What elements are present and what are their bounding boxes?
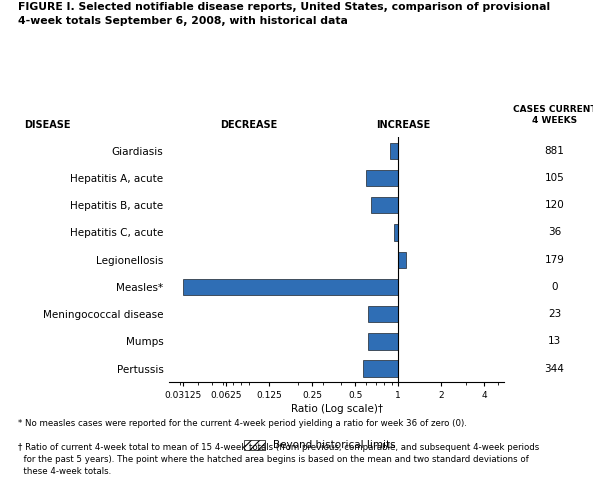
Text: INCREASE: INCREASE [376, 120, 431, 130]
Bar [366, 170, 398, 186]
Text: 120: 120 [544, 200, 565, 210]
Bar [368, 306, 398, 322]
Bar [394, 224, 398, 241]
Text: 105: 105 [544, 173, 565, 183]
Text: 179: 179 [544, 255, 565, 265]
X-axis label: Ratio (Log scale)†: Ratio (Log scale)† [291, 404, 382, 415]
Bar [371, 197, 398, 214]
Text: 13: 13 [548, 336, 561, 346]
Text: † Ratio of current 4-week total to mean of 15 4-week totals (from previous, comp: † Ratio of current 4-week total to mean … [18, 443, 539, 476]
Bar [364, 361, 398, 377]
Text: DECREASE: DECREASE [221, 120, 278, 130]
Bar [398, 251, 406, 268]
Legend: Beyond historical limits: Beyond historical limits [244, 440, 396, 450]
Text: 881: 881 [544, 146, 565, 156]
Bar [183, 279, 398, 295]
Text: 344: 344 [544, 364, 565, 373]
Text: 23: 23 [548, 309, 561, 319]
Text: DISEASE: DISEASE [24, 120, 70, 130]
Text: CASES CURRENT
4 WEEKS: CASES CURRENT 4 WEEKS [512, 105, 593, 125]
Text: * No measles cases were reported for the current 4-week period yielding a ratio : * No measles cases were reported for the… [18, 419, 467, 428]
Text: 36: 36 [548, 227, 561, 238]
Text: 0: 0 [551, 282, 557, 292]
Bar [368, 333, 398, 349]
Text: FIGURE I. Selected notifiable disease reports, United States, comparison of prov: FIGURE I. Selected notifiable disease re… [18, 2, 550, 25]
Bar [390, 143, 398, 159]
